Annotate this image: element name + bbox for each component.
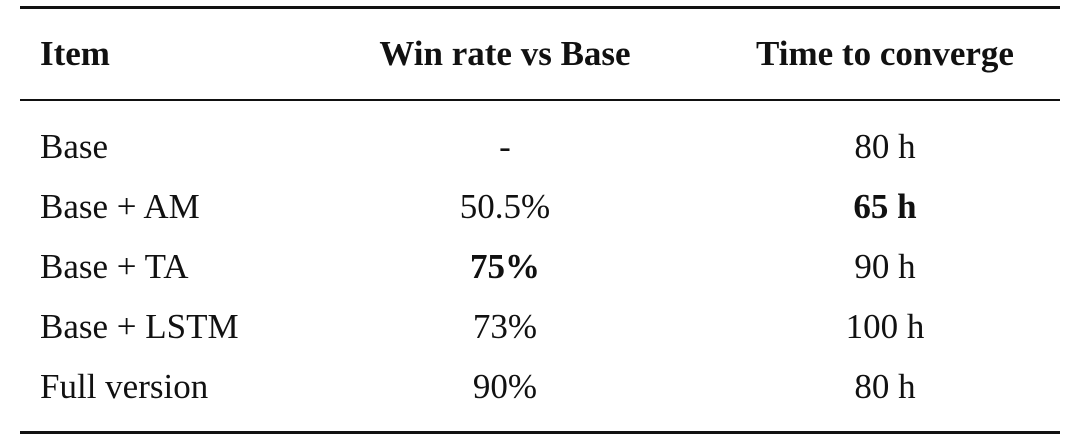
cell: 75% xyxy=(470,247,540,286)
cell: 80 h xyxy=(854,367,916,406)
cell: 80 h xyxy=(854,127,916,166)
cell: 90 h xyxy=(854,247,916,286)
cell: Full version xyxy=(40,367,209,406)
header-cell: Time to converge xyxy=(756,34,1014,73)
cell: 50.5% xyxy=(459,187,551,226)
cell: Base + AM xyxy=(40,187,200,226)
cell: Base xyxy=(40,127,109,166)
cell: Base + LSTM xyxy=(40,307,239,346)
cell: - xyxy=(499,127,511,166)
top-rule xyxy=(20,6,1060,9)
cell: 65 h xyxy=(853,187,917,226)
cell: 100 h xyxy=(845,307,925,346)
bottom-rule xyxy=(20,431,1060,434)
cell: 90% xyxy=(472,367,538,406)
cell: 73% xyxy=(472,307,538,346)
header-rule xyxy=(20,99,1060,101)
header-cell: Item xyxy=(40,34,110,73)
header-cell: Win rate vs Base xyxy=(379,34,631,73)
cell: Base + TA xyxy=(40,247,189,286)
